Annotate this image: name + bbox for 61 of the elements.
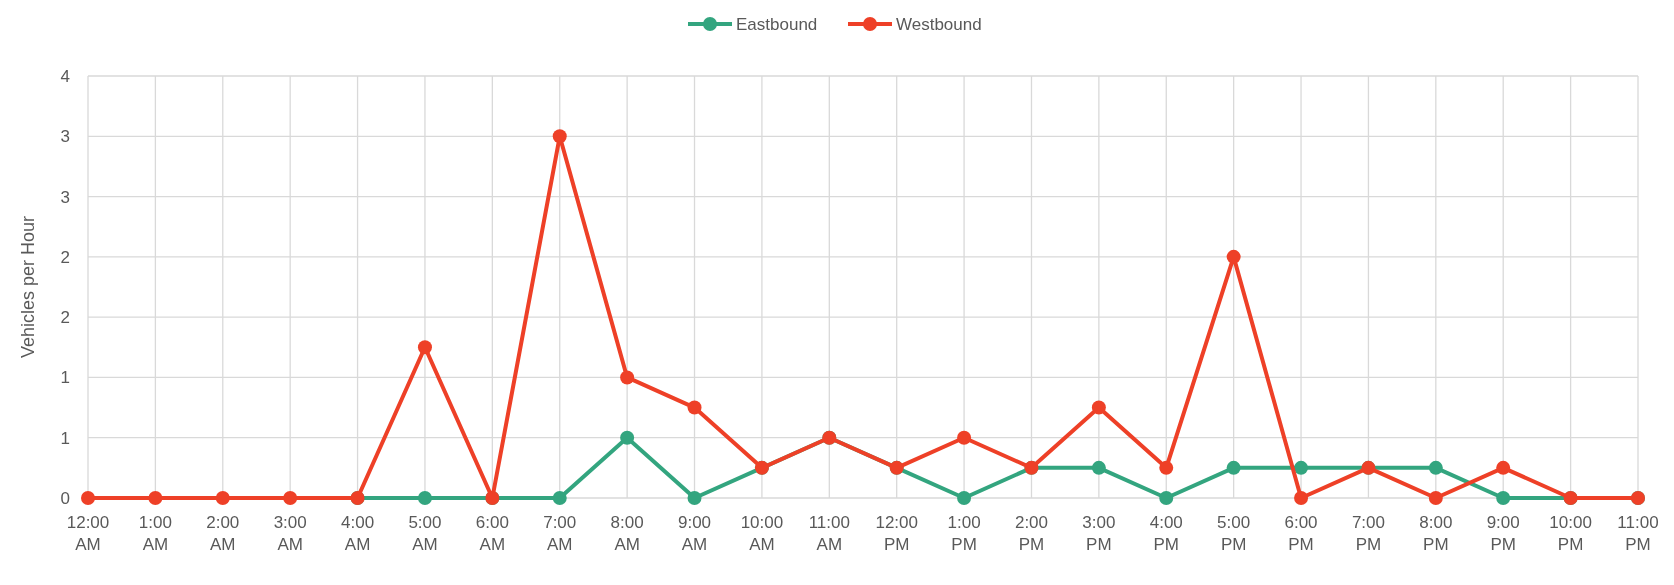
y-tick-label: 2 bbox=[60, 247, 70, 267]
x-tick-label: 8:00 AM bbox=[610, 513, 644, 554]
point bbox=[1226, 460, 1241, 475]
x-tick-label: 5:00 PM bbox=[1217, 513, 1251, 554]
point bbox=[957, 491, 972, 505]
x-tick-label: 1:00 PM bbox=[947, 513, 981, 554]
x-tick-label: 4:00 AM bbox=[341, 513, 375, 554]
point bbox=[957, 430, 972, 445]
x-tick-label: 2:00 AM bbox=[206, 513, 240, 554]
point bbox=[417, 340, 432, 355]
y-tick-label: 0 bbox=[60, 489, 70, 508]
x-tick-label: 2:00 PM bbox=[1014, 513, 1049, 554]
point bbox=[417, 491, 432, 505]
y-tick-label: 1 bbox=[60, 428, 70, 448]
point bbox=[687, 400, 702, 415]
point bbox=[552, 491, 567, 505]
x-tick-label: 4:00 PM bbox=[1149, 513, 1183, 554]
x-tick-label: 1:00 AM bbox=[138, 513, 172, 554]
point bbox=[283, 491, 298, 505]
point bbox=[1428, 491, 1443, 505]
point bbox=[620, 430, 635, 445]
point bbox=[1294, 460, 1309, 475]
x-tick-label: 7:00 PM bbox=[1351, 513, 1385, 554]
y-tick-label: 4 bbox=[60, 67, 70, 86]
legend-label: Westbound bbox=[896, 15, 982, 34]
x-tick-label: 3:00 PM bbox=[1082, 513, 1116, 554]
point bbox=[1496, 460, 1511, 475]
point bbox=[620, 370, 635, 385]
point bbox=[1294, 491, 1309, 505]
x-tick-label: 10:00 AM bbox=[740, 513, 784, 554]
x-tick-label: 9:00 PM bbox=[1486, 513, 1520, 554]
legend-label: Eastbound bbox=[736, 15, 818, 34]
y-axis-title: Vehicles per Hour bbox=[18, 215, 38, 359]
point bbox=[1226, 249, 1241, 264]
x-tick-label: 12:00 PM bbox=[875, 513, 918, 554]
point bbox=[81, 491, 95, 505]
y-tick-label: 2 bbox=[60, 308, 70, 328]
x-tick-label: 6:00 PM bbox=[1284, 513, 1318, 554]
point bbox=[687, 491, 702, 505]
x-tick-label: 8:00 PM bbox=[1419, 513, 1453, 554]
x-tick-label: 5:00 AM bbox=[408, 513, 442, 554]
point bbox=[1428, 460, 1443, 475]
y-tick-label: 3 bbox=[60, 127, 70, 147]
point bbox=[1159, 491, 1174, 505]
x-tick-label: 10:00 PM bbox=[1549, 513, 1592, 554]
y-tick-label: 3 bbox=[60, 187, 70, 207]
x-tick-label: 11:00 AM bbox=[808, 513, 850, 554]
x-tick-label: 9:00 AM bbox=[677, 513, 712, 554]
point bbox=[215, 491, 230, 505]
point bbox=[148, 491, 163, 505]
point bbox=[552, 129, 567, 144]
x-tick-label: 6:00 AM bbox=[475, 513, 509, 554]
x-tick-label: 3:00 AM bbox=[273, 513, 307, 554]
y-tick-label: 1 bbox=[60, 368, 70, 388]
point bbox=[1091, 400, 1106, 415]
x-tick-label: 12:00 AM bbox=[66, 513, 110, 554]
x-tick-label: 7:00 AM bbox=[543, 513, 577, 554]
x-tick-label: 11:00 PM bbox=[1617, 513, 1659, 554]
point bbox=[1159, 460, 1174, 475]
point bbox=[1091, 460, 1106, 475]
point bbox=[1496, 491, 1511, 505]
